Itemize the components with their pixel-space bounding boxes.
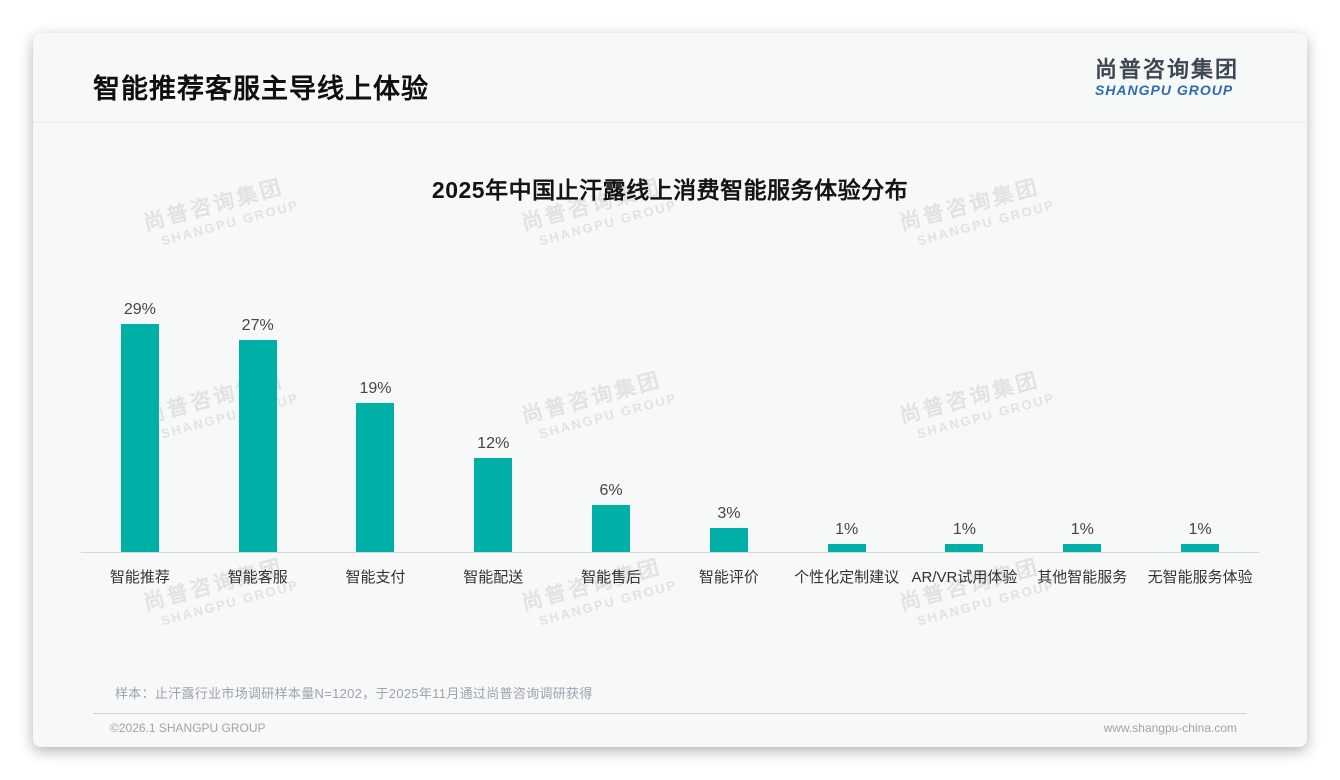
bar [356, 403, 395, 552]
watermark-english-text: SHANGPU GROUP [537, 197, 679, 249]
bar-column: 27% [199, 300, 317, 552]
category-label: AR/VR试用体验 [911, 569, 1018, 586]
category-label: 其他智能服务 [1037, 569, 1128, 586]
watermark-english-text: SHANGPU GROUP [915, 197, 1057, 249]
bar-value-label: 1% [835, 521, 859, 538]
bar-value-label: 6% [599, 482, 623, 499]
bar-column: 12% [434, 300, 552, 552]
category-label: 智能客服 [227, 569, 288, 586]
bar-value-label: 1% [1188, 521, 1212, 538]
bar-value-label: 12% [477, 435, 510, 452]
chart-title: 2025年中国止汗露线上消费智能服务体验分布 [431, 177, 909, 203]
category-label: 智能评价 [698, 569, 759, 586]
bar [1181, 544, 1220, 552]
watermark-english-text: SHANGPU GROUP [159, 197, 301, 249]
copyright-text: ©2026.1 SHANGPU GROUP [110, 721, 266, 735]
bar [238, 340, 277, 552]
bar-column: 1% [788, 300, 906, 552]
category-label: 智能支付 [345, 569, 406, 586]
page-title: 智能推荐客服主导线上体验 [93, 74, 429, 104]
footer-divider [93, 713, 1247, 714]
bar [120, 324, 159, 552]
category-axis-labels: 智能推荐 智能客服 智能支付 智能配送 智能售后 智能评价 个性化定制建议 AR/VR试用体验… [81, 553, 1259, 587]
company-logo: 尚普咨询集团 SHANGPU GROUP [1095, 57, 1239, 98]
bar [592, 505, 631, 552]
bar-column: 29% [81, 300, 199, 552]
bar-column: 3% [670, 300, 788, 552]
bar [945, 544, 984, 552]
bar-column: 1% [1141, 300, 1259, 552]
bar [474, 458, 513, 552]
bar-value-label: 29% [123, 301, 156, 318]
bar [827, 544, 866, 552]
header: 智能推荐客服主导线上体验 尚普咨询集团 SHANGPU GROUP [33, 33, 1307, 122]
slide-card: 尚普咨询集团 SHANGPU GROUP 尚普咨询集团 SHANGPU GROUP 尚普… [33, 33, 1307, 747]
bar-value-label: 19% [359, 380, 392, 397]
bar-value-label: 27% [241, 317, 274, 334]
category-label: 智能配送 [463, 569, 524, 586]
bar-chart-plot: 29% 27% 19% 12% 6% 3% 1% 1% 1% 1% [81, 300, 1259, 553]
website-url: www.shangpu-china.com [1103, 721, 1237, 735]
bar-value-label: 1% [952, 521, 977, 538]
bar [709, 528, 748, 552]
bar-column: 1% [906, 300, 1024, 552]
sample-footnote: 样本：止汗露行业市场调研样本量N=1202，于2025年11月通过尚普咨询调研获… [115, 686, 593, 701]
bar-column: 6% [552, 300, 670, 552]
logo-chinese-text: 尚普咨询集团 [1094, 57, 1239, 82]
logo-english-text: SHANGPU GROUP [1094, 82, 1234, 99]
bar-column: 1% [1023, 300, 1141, 552]
category-label: 智能推荐 [109, 569, 170, 586]
bar [1063, 544, 1102, 552]
category-label: 个性化定制建议 [794, 569, 900, 586]
category-label: 无智能服务体验 [1147, 569, 1253, 586]
bar-value-label: 3% [717, 505, 741, 522]
category-label: 智能售后 [581, 569, 642, 586]
bar-column: 19% [317, 300, 435, 552]
bar-value-label: 1% [1070, 521, 1094, 538]
header-divider [33, 122, 1307, 123]
